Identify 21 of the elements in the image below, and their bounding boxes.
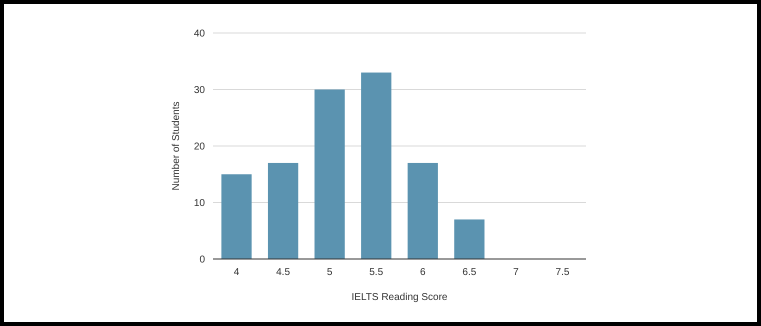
x-axis-title: IELTS Reading Score bbox=[352, 292, 448, 303]
x-tick-label: 5 bbox=[326, 267, 333, 278]
x-tick-label: 4 bbox=[234, 267, 240, 278]
y-axis-title: Number of Students bbox=[171, 102, 182, 190]
y-tick-label: 0 bbox=[199, 254, 206, 266]
bar bbox=[454, 219, 484, 259]
x-tick-label: 4.5 bbox=[276, 267, 290, 278]
bar bbox=[408, 162, 438, 259]
x-tick-label: 5.5 bbox=[369, 267, 384, 278]
x-tick-label: 7 bbox=[513, 267, 520, 278]
y-tick-label: 20 bbox=[194, 142, 206, 152]
bar bbox=[314, 90, 345, 259]
x-tick-label: 6.5 bbox=[462, 267, 477, 278]
y-tick-label: 10 bbox=[194, 198, 206, 209]
bar bbox=[268, 162, 298, 259]
y-tick-label: 30 bbox=[194, 85, 206, 96]
y-tick-label: 40 bbox=[194, 28, 206, 40]
bar bbox=[361, 72, 392, 259]
bar bbox=[221, 174, 252, 259]
x-tick-label: 6 bbox=[420, 267, 426, 278]
x-tick-label: 7.5 bbox=[556, 267, 570, 278]
